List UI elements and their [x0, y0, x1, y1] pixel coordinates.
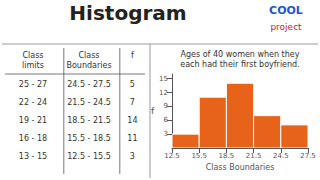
svg-text:9: 9 — [164, 102, 168, 110]
svg-text:3: 3 — [164, 130, 168, 138]
svg-text:Boundaries: Boundaries — [66, 61, 111, 70]
svg-text:Class: Class — [22, 51, 43, 60]
svg-text:24.5 - 27.5: 24.5 - 27.5 — [67, 80, 111, 89]
svg-text:f: f — [151, 106, 155, 116]
svg-text:14: 14 — [127, 116, 137, 125]
svg-text:12.5 - 15.5: 12.5 - 15.5 — [67, 152, 111, 161]
svg-text:24.5: 24.5 — [273, 152, 289, 160]
svg-text:15: 15 — [159, 75, 168, 83]
svg-text:19 - 21: 19 - 21 — [19, 116, 47, 125]
svg-text:limits: limits — [22, 61, 44, 70]
svg-text:18.5 - 21.5: 18.5 - 21.5 — [67, 116, 111, 125]
svg-text:Ages of 40 women when they: Ages of 40 women when they — [181, 50, 300, 59]
svg-text:COOL: COOL — [269, 4, 303, 17]
svg-text:Histogram: Histogram — [69, 1, 186, 25]
svg-text:12.5: 12.5 — [164, 152, 180, 160]
svg-text:11: 11 — [127, 134, 137, 143]
svg-text:f: f — [131, 51, 134, 60]
svg-text:Class: Class — [78, 51, 99, 60]
svg-text:12: 12 — [159, 89, 168, 97]
svg-text:6: 6 — [164, 116, 169, 124]
svg-text:15.5: 15.5 — [191, 152, 207, 160]
svg-text:18.5: 18.5 — [219, 152, 235, 160]
svg-text:7: 7 — [130, 98, 135, 107]
svg-text:3: 3 — [130, 152, 135, 161]
svg-text:each had their first boyfriend: each had their first boyfriend. — [180, 60, 299, 69]
svg-text:13 - 15: 13 - 15 — [19, 152, 47, 161]
svg-text:project: project — [270, 22, 302, 32]
svg-text:5: 5 — [130, 80, 135, 89]
svg-text:21.5 - 24.5: 21.5 - 24.5 — [67, 98, 111, 107]
svg-text:Class Boundaries: Class Boundaries — [206, 163, 275, 172]
svg-text:16 - 18: 16 - 18 — [19, 134, 47, 143]
svg-text:21.5: 21.5 — [246, 152, 262, 160]
svg-text:25 - 27: 25 - 27 — [19, 80, 47, 89]
svg-text:15.5 - 18.5: 15.5 - 18.5 — [67, 134, 111, 143]
svg-text:27.5: 27.5 — [300, 152, 316, 160]
svg-text:22 - 24: 22 - 24 — [19, 98, 47, 107]
